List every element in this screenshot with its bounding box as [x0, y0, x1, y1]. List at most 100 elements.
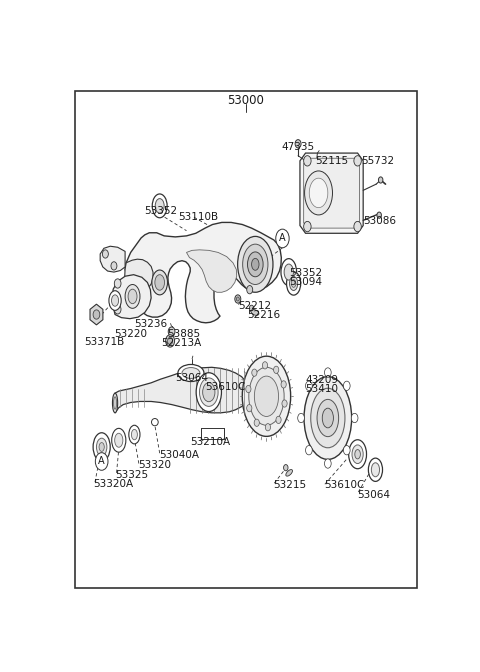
Ellipse shape [248, 252, 263, 277]
Ellipse shape [112, 428, 126, 452]
Text: 52115: 52115 [315, 156, 348, 166]
Ellipse shape [132, 429, 137, 439]
Circle shape [343, 446, 350, 455]
Text: 53215: 53215 [273, 480, 306, 491]
Circle shape [114, 304, 121, 314]
Circle shape [304, 221, 311, 232]
Ellipse shape [352, 445, 363, 464]
Circle shape [252, 369, 257, 376]
Circle shape [377, 212, 382, 218]
Polygon shape [115, 368, 249, 413]
Circle shape [343, 381, 350, 390]
Text: 53086: 53086 [363, 216, 396, 226]
Ellipse shape [348, 439, 367, 469]
Ellipse shape [311, 388, 345, 448]
Circle shape [281, 381, 286, 388]
Circle shape [295, 140, 301, 148]
Ellipse shape [305, 171, 333, 215]
Circle shape [354, 221, 361, 232]
Circle shape [96, 453, 108, 470]
Circle shape [276, 416, 281, 423]
Ellipse shape [128, 289, 137, 304]
Text: 53352: 53352 [144, 206, 177, 216]
Ellipse shape [111, 295, 119, 306]
Ellipse shape [372, 463, 380, 476]
Text: 53040A: 53040A [159, 450, 199, 460]
Ellipse shape [155, 275, 165, 290]
Text: 47335: 47335 [281, 142, 314, 152]
Ellipse shape [252, 258, 259, 270]
Circle shape [246, 386, 251, 392]
Circle shape [265, 423, 271, 431]
Text: 53236: 53236 [134, 319, 168, 329]
Ellipse shape [355, 450, 360, 459]
Polygon shape [304, 159, 360, 228]
Circle shape [263, 362, 268, 369]
Ellipse shape [182, 368, 200, 378]
Ellipse shape [99, 443, 104, 452]
Text: 52213A: 52213A [161, 339, 202, 349]
Text: 53352: 53352 [289, 268, 322, 278]
Text: 53610C: 53610C [205, 382, 245, 392]
Ellipse shape [368, 458, 383, 481]
Circle shape [324, 368, 331, 377]
Ellipse shape [243, 244, 268, 284]
Ellipse shape [125, 284, 140, 308]
Polygon shape [90, 304, 103, 325]
Text: 53064: 53064 [358, 490, 391, 499]
Circle shape [166, 335, 175, 347]
Circle shape [306, 446, 312, 455]
Ellipse shape [152, 270, 168, 295]
Ellipse shape [112, 393, 118, 413]
Ellipse shape [249, 368, 284, 425]
Circle shape [111, 261, 117, 270]
Ellipse shape [284, 264, 293, 280]
Circle shape [168, 337, 173, 345]
Text: 53325: 53325 [115, 470, 148, 480]
Ellipse shape [322, 408, 334, 428]
Ellipse shape [289, 276, 298, 290]
Text: A: A [279, 233, 286, 243]
Circle shape [378, 177, 383, 183]
Circle shape [282, 400, 287, 407]
Ellipse shape [114, 396, 117, 409]
Ellipse shape [155, 199, 164, 213]
Text: 53610C: 53610C [324, 480, 364, 491]
Ellipse shape [115, 433, 123, 448]
Circle shape [274, 366, 279, 374]
Ellipse shape [291, 280, 296, 288]
Text: 53210A: 53210A [191, 437, 231, 447]
Text: 53320: 53320 [138, 460, 171, 470]
Circle shape [284, 464, 288, 471]
Circle shape [354, 156, 361, 166]
Ellipse shape [251, 310, 259, 315]
Ellipse shape [286, 470, 292, 476]
Ellipse shape [96, 438, 107, 456]
Circle shape [93, 310, 100, 319]
Circle shape [351, 413, 358, 423]
Ellipse shape [238, 237, 273, 292]
Polygon shape [300, 153, 363, 233]
Circle shape [298, 413, 304, 423]
Circle shape [168, 327, 175, 336]
Circle shape [114, 279, 121, 288]
Text: 53000: 53000 [228, 94, 264, 107]
Text: 53110B: 53110B [178, 212, 218, 222]
Polygon shape [186, 250, 237, 292]
Text: 52216: 52216 [247, 310, 280, 320]
Ellipse shape [203, 382, 215, 402]
Circle shape [102, 250, 108, 258]
Circle shape [247, 286, 252, 294]
Text: 53220: 53220 [114, 329, 147, 339]
Text: A: A [98, 456, 105, 466]
Ellipse shape [242, 356, 291, 436]
Ellipse shape [93, 433, 110, 461]
Circle shape [306, 381, 312, 390]
Ellipse shape [309, 178, 328, 208]
Polygon shape [125, 222, 281, 323]
Ellipse shape [178, 364, 204, 382]
Circle shape [324, 459, 331, 468]
Text: 52212: 52212 [239, 301, 272, 310]
Ellipse shape [317, 399, 338, 437]
Text: 53064: 53064 [176, 373, 208, 382]
